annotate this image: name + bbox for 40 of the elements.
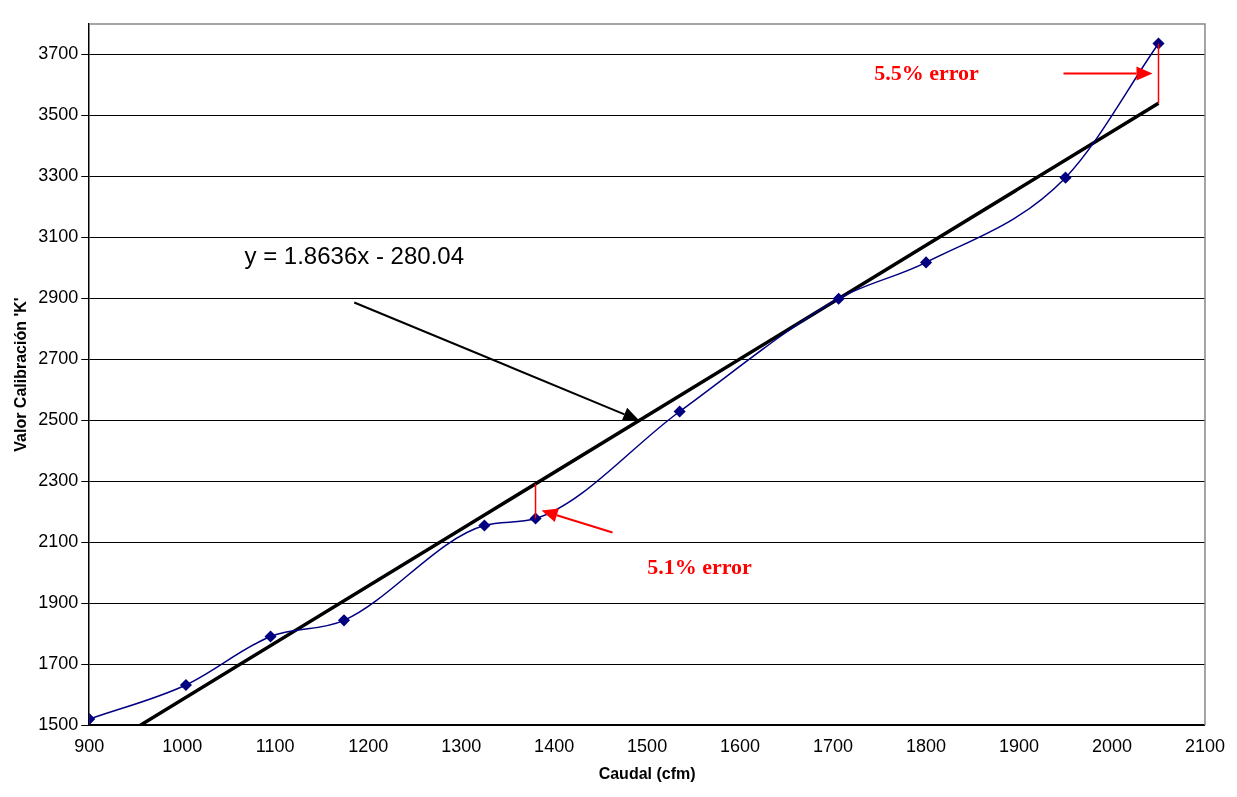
y-tick-label: 3700	[38, 43, 79, 64]
x-tick-label: 2000	[1091, 735, 1133, 756]
x-tick-label: 1100	[255, 735, 295, 756]
x-tick-label: 900	[74, 735, 105, 756]
x-tick-label: 1900	[999, 735, 1040, 756]
y-tick-label: 2700	[38, 348, 79, 369]
x-axis-title: Caudal (cfm)	[598, 764, 696, 782]
x-tick-label: 1800	[906, 735, 947, 756]
annotation: 5.5% error	[874, 60, 980, 86]
x-tick-label: 1700	[813, 735, 854, 756]
point	[832, 292, 845, 305]
x-tick-label: 1600	[720, 735, 761, 756]
y-tick-label: 1500	[38, 714, 79, 735]
y-tick-label: 2300	[38, 470, 79, 491]
x-tick-label: 1300	[441, 735, 482, 756]
point	[1152, 37, 1165, 50]
point	[1059, 171, 1072, 184]
y-tick-label: 1700	[38, 653, 79, 674]
y-axis-title: Valor Calibración 'K'	[12, 297, 30, 452]
x-tick-label: 1500	[627, 735, 668, 756]
x-tick-label: 1200	[348, 735, 389, 756]
y-tick-label: 2500	[38, 409, 79, 430]
annotation: y = 1.8636x - 280.04	[244, 242, 464, 270]
x-tick-label: 1000	[162, 735, 203, 756]
point	[673, 405, 686, 418]
x-tick-label: 1400	[534, 735, 575, 756]
y-tick-label: 3100	[38, 226, 79, 247]
y-tick-label: 2100	[38, 531, 79, 552]
point	[180, 679, 192, 691]
point	[338, 614, 350, 627]
point	[920, 256, 932, 269]
point	[264, 630, 277, 643]
y-tick-label: 1900	[38, 592, 79, 613]
point	[529, 512, 542, 525]
x-tick-label: 2100	[1184, 735, 1225, 756]
point	[478, 519, 491, 532]
annotation: 5.1% error	[647, 554, 753, 580]
y-tick-label: 3300	[38, 165, 79, 186]
y-tick-label: 2900	[38, 287, 79, 308]
y-tick-label: 3500	[38, 104, 79, 125]
